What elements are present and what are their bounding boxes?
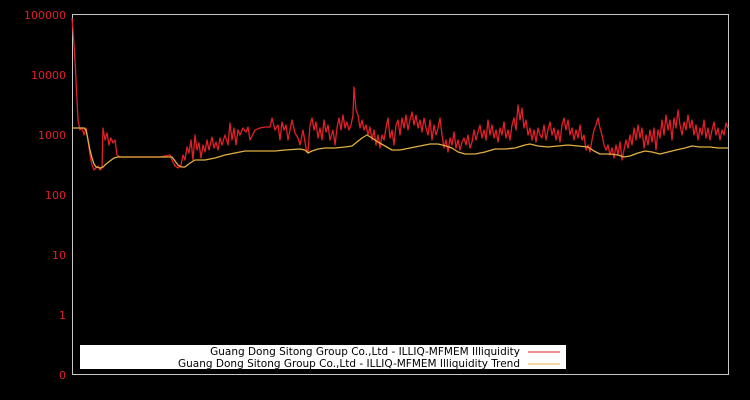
y-tick-label: 1000: [38, 129, 66, 142]
y-tick-label: 1: [59, 309, 66, 322]
y-tick-label: 10: [52, 249, 66, 262]
y-tick-label: 10000: [31, 69, 66, 82]
y-tick-label: 0: [59, 369, 66, 382]
legend-box: [80, 345, 566, 369]
illiquidity-trend-line: [72, 127, 728, 169]
legend-label-trend: Guang Dong Sitong Group Co.,Ltd - ILLIQ-…: [178, 358, 520, 370]
y-tick-label: 100: [45, 189, 66, 202]
plot-frame: [72, 14, 729, 375]
legend-label-illiquidity: Guang Dong Sitong Group Co.,Ltd - ILLIQ-…: [210, 346, 520, 358]
y-tick-label: 100000: [24, 9, 66, 22]
y-axis: 100000 10000 1000 100 10 1 0: [24, 9, 66, 382]
illiquidity-line: [71, 17, 729, 171]
legend: Guang Dong Sitong Group Co.,Ltd - ILLIQ-…: [80, 345, 566, 370]
